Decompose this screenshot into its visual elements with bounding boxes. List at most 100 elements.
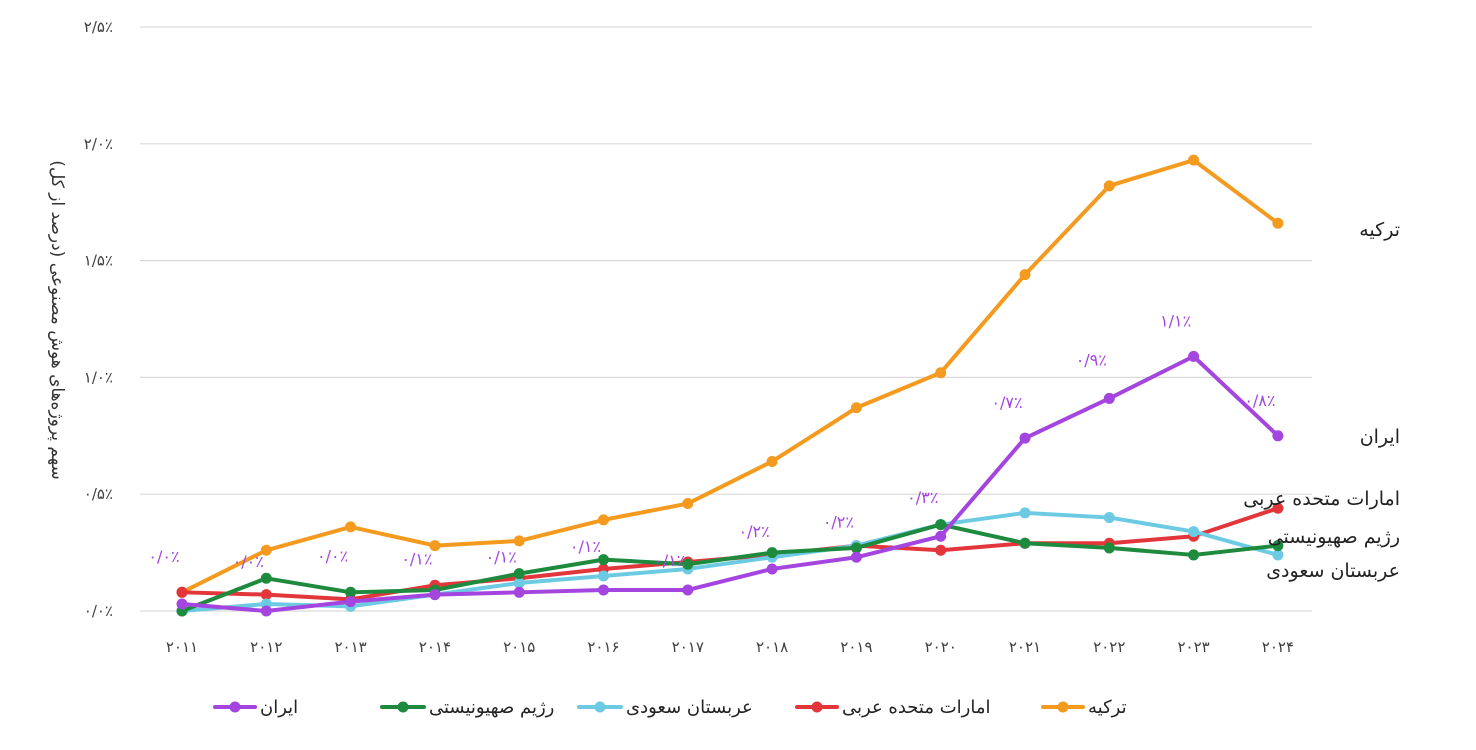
data-point — [513, 577, 525, 589]
data-point — [598, 514, 609, 526]
legend-item: رژیم صهیونیستی — [380, 697, 554, 718]
x-tick-label: ۲۰۲۱ — [1009, 638, 1041, 656]
data-point — [1188, 350, 1200, 362]
data-point — [598, 584, 609, 596]
data-point — [850, 551, 862, 563]
y-tick-label: ۲/۵٪ — [84, 18, 113, 36]
x-tick-label: ۲۰۲۴ — [1262, 638, 1294, 656]
data-point — [1188, 549, 1200, 561]
data-point — [766, 563, 778, 575]
data-point — [260, 589, 272, 601]
legend: ایران رژیم صهیونیستی عربستان سعودی امارات م… — [213, 697, 1127, 718]
end-label: رژیم صهیونیستی — [1268, 526, 1400, 548]
x-tick-label: ۲۰۱۶ — [587, 638, 619, 656]
legend-swatch-marker — [229, 701, 241, 713]
series-ترکیه — [176, 154, 1284, 598]
series-lines — [176, 154, 1284, 617]
data-point — [850, 402, 862, 414]
series-رژیم صهیونیستی — [176, 519, 1284, 617]
x-tick-label: ۲۰۲۰ — [925, 638, 957, 656]
end-label: امارات متحده عربی — [1243, 488, 1400, 510]
data-point — [1019, 507, 1031, 519]
data-point — [850, 542, 862, 554]
legend-item: عربستان سعودی — [577, 697, 753, 718]
data-point — [1103, 392, 1115, 404]
data-point — [682, 558, 694, 570]
data-label: ۰/۷٪ — [991, 393, 1022, 412]
y-axis-ticks: ۰/۰٪ ۰/۵٪ ۱/۰٪ ۱/۵٪ ۲/۰٪ ۲/۵٪ — [84, 18, 113, 620]
data-point — [1272, 549, 1284, 561]
y-tick-label: ۲/۰٪ — [84, 135, 113, 153]
data-point — [598, 570, 609, 582]
data-label: ۱/۱٪ — [1160, 311, 1191, 330]
x-tick-label: ۲۰۱۹ — [840, 638, 872, 656]
data-point — [260, 572, 272, 584]
legend-label: عربستان سعودی — [626, 697, 753, 718]
legend-label: امارات متحده عربی — [842, 697, 990, 718]
data-label: ۰/۰٪ — [148, 547, 179, 566]
x-tick-label: ۲۰۱۸ — [756, 638, 788, 656]
legend-swatch-marker — [594, 701, 606, 713]
y-tick-label: ۱/۰٪ — [84, 368, 113, 386]
series-line — [180, 510, 1280, 613]
data-point — [260, 544, 272, 556]
end-labels: ترکیه ایران امارات متحده عربی رژیم صهیونیست… — [1243, 219, 1400, 582]
legend-swatch-marker — [397, 701, 409, 713]
data-point — [1272, 502, 1284, 514]
legend-label: ایران — [260, 697, 298, 718]
x-tick-label: ۲۰۱۱ — [166, 638, 198, 656]
x-axis-ticks: ۲۰۱۱ ۲۰۱۲ ۲۰۱۳ ۲۰۱۴ ۲۰۱۵ ۲۰۱۶ ۲۰۱۷ ۲۰۱۸ ۲۰۱۹ ۲۰۲۰… — [166, 638, 1294, 656]
data-label: ۰/۱٪ — [401, 550, 432, 569]
data-point — [1103, 542, 1115, 554]
series-ایران — [176, 350, 1284, 617]
y-tick-label: ۰/۵٪ — [84, 485, 113, 503]
x-tick-label: ۲۰۱۵ — [503, 638, 535, 656]
data-label: ۰/۰٪ — [233, 552, 264, 571]
series-line — [180, 522, 1280, 613]
data-point — [935, 519, 947, 531]
data-point — [935, 544, 947, 556]
y-axis-label: سهم پروژه‌های هوش مصنوعی (درصد از کل) — [47, 160, 67, 480]
x-tick-label: ۲۰۱۷ — [672, 638, 704, 656]
series-line — [180, 354, 1280, 613]
y-tick-label: ۰/۰٪ — [84, 602, 113, 620]
data-point — [1188, 154, 1200, 166]
data-point — [682, 584, 694, 596]
data-label: ۰/۱٪ — [570, 537, 601, 556]
data-label: ۰/۲٪ — [739, 522, 770, 541]
data-point — [1103, 512, 1115, 524]
legend-item: امارات متحده عربی — [795, 697, 990, 718]
data-point — [1019, 432, 1031, 444]
data-point — [345, 586, 357, 598]
series-line — [180, 158, 1280, 595]
data-point — [176, 598, 188, 610]
data-point — [1019, 537, 1031, 549]
legend-item: ایران — [213, 697, 298, 718]
data-point — [513, 535, 525, 547]
data-point — [935, 367, 947, 379]
data-labels: ۰/۰٪ ۰/۰٪ ۰/۰٪ ۰/۱٪ ۰/۱٪ ۰/۱٪ ۰/۱٪ ۰/۲٪ ۰/۲٪ ۰/۳٪… — [148, 311, 1275, 571]
data-point — [766, 547, 778, 559]
data-point — [1272, 217, 1284, 229]
legend-swatch-marker — [1057, 701, 1069, 713]
data-point — [1188, 526, 1200, 538]
data-point — [1019, 269, 1031, 281]
data-label: ۰/۱٪ — [486, 547, 517, 566]
data-label: ۰/۸٪ — [1244, 391, 1275, 410]
data-point — [345, 596, 357, 608]
data-point — [260, 605, 272, 617]
data-point — [935, 530, 947, 542]
end-label: عربستان سعودی — [1266, 560, 1400, 582]
legend-item: ترکیه — [1041, 697, 1127, 718]
data-label: ۰/۳٪ — [907, 488, 938, 507]
gridlines — [140, 26, 1312, 612]
data-point — [345, 521, 357, 533]
data-point — [176, 586, 188, 598]
x-tick-label: ۲۰۱۲ — [250, 638, 282, 656]
legend-swatch-marker — [811, 701, 823, 713]
x-tick-label: ۲۰۲۳ — [1177, 638, 1209, 656]
data-label: ۰/۱٪ — [654, 551, 685, 570]
data-point — [429, 540, 441, 552]
legend-label: رژیم صهیونیستی — [429, 697, 554, 718]
